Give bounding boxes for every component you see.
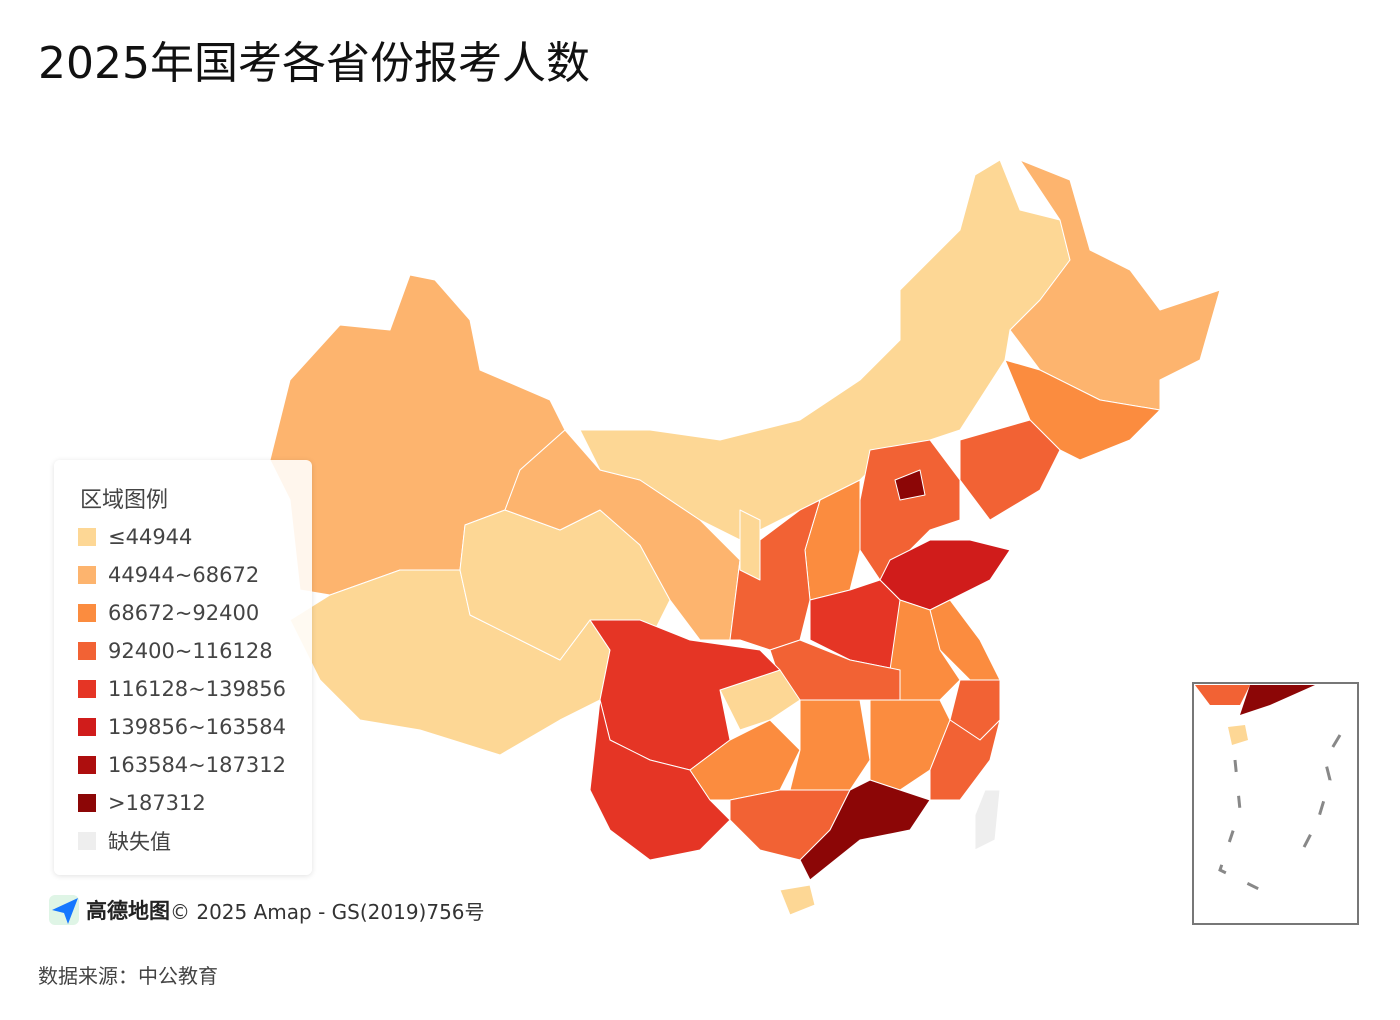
south-sea-inset [1192, 682, 1359, 925]
ningxia [739, 509, 761, 581]
attribution: © 2025 Amap - GS(2019)756号 [170, 899, 485, 924]
legend-label: ≤44944 [108, 525, 193, 549]
liaoning [959, 419, 1061, 521]
inset-island [1228, 725, 1248, 745]
legend-swatch [78, 642, 96, 660]
legend-item[interactable]: 68672~92400 [78, 600, 259, 626]
inset-land [1195, 685, 1250, 705]
source: 数据来源：中公教育 [38, 964, 218, 988]
legend-item[interactable]: 163584~187312 [78, 752, 286, 778]
legend-label: 44944~68672 [108, 563, 260, 587]
legend-item[interactable]: 44944~68672 [78, 562, 259, 588]
hunan [789, 699, 871, 791]
guizhou [689, 719, 801, 801]
legend-swatch [78, 680, 96, 698]
legend-label: 116128~139856 [108, 677, 286, 701]
legend-swatch [78, 756, 96, 774]
legend-item[interactable]: >187312 [78, 790, 206, 816]
legend-label: 68672~92400 [108, 601, 260, 625]
legend-item[interactable]: 116128~139856 [78, 676, 286, 702]
inset-land [1240, 685, 1315, 715]
amap-logo: 高德地图 © 2025 Amap - GS(2019)756号 [48, 894, 485, 926]
guangdong [799, 779, 931, 881]
legend-label: 缺失值 [108, 830, 171, 854]
legend-label: >187312 [108, 791, 206, 815]
logo-text: 高德地图 [86, 899, 170, 923]
legend: 区域图例 ≤44944 44944~68672 68672~92400 92400~1… [54, 460, 312, 875]
hainan [779, 884, 816, 916]
taiwan [974, 789, 1001, 851]
legend-label: 92400~116128 [108, 639, 273, 663]
logo-icon [49, 895, 79, 925]
legend-swatch [78, 794, 96, 812]
legend-item[interactable]: 92400~116128 [78, 638, 273, 664]
inset-frame [1192, 682, 1359, 925]
legend-label: 139856~163584 [108, 715, 286, 739]
legend-item[interactable]: ≤44944 [78, 524, 192, 550]
dash-line [1298, 734, 1342, 856]
legend-swatch [78, 566, 96, 584]
legend-label: 163584~187312 [108, 753, 286, 777]
fujian [929, 719, 1001, 801]
heilongjiang [1009, 159, 1221, 411]
beijing [894, 469, 926, 501]
legend-swatch [78, 604, 96, 622]
china-map [269, 159, 1221, 916]
legend-item[interactable]: 139856~163584 [78, 714, 286, 740]
jiangxi [869, 699, 951, 791]
title: 2025年国考各省份报考人数 [38, 38, 590, 89]
dash-line [1218, 759, 1266, 894]
legend-swatch [78, 718, 96, 736]
legend-item[interactable]: 缺失值 [78, 828, 171, 854]
legend-swatch [78, 528, 96, 546]
legend-swatch [78, 832, 96, 850]
legend-title: 区域图例 [80, 488, 169, 513]
